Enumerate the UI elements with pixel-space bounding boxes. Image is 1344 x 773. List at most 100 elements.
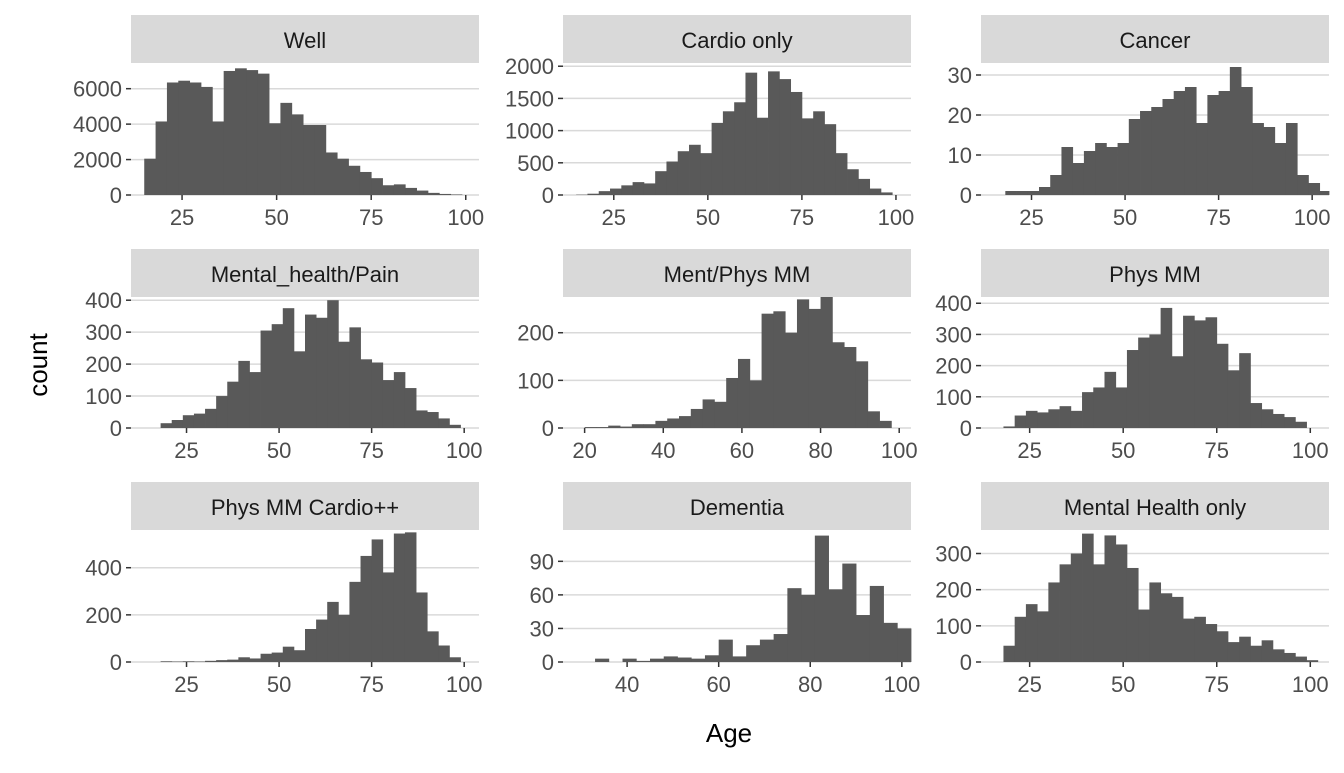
histogram-bar <box>1093 387 1105 428</box>
histogram-bar <box>1003 646 1015 662</box>
histogram-bar <box>644 183 656 195</box>
x-tick-label: 25 <box>1017 438 1041 463</box>
histogram-bar <box>734 102 746 195</box>
x-tick-label: 25 <box>170 205 194 230</box>
y-tick-label: 0 <box>110 416 122 441</box>
histogram-bar <box>1161 308 1173 428</box>
y-tick-label: 10 <box>948 143 972 168</box>
x-tick-label: 50 <box>264 205 288 230</box>
histogram-bar <box>644 424 656 428</box>
histogram-bar <box>361 556 373 662</box>
histogram-bar <box>1039 187 1051 195</box>
histogram-bar <box>283 647 295 662</box>
histogram-bar <box>417 191 429 195</box>
histogram-bar <box>405 388 417 428</box>
y-tick-label: 100 <box>517 368 554 393</box>
histogram-bar <box>1264 127 1276 195</box>
facet-strip-label: Ment/Phys MM <box>664 262 811 287</box>
x-tick-label: 80 <box>808 438 832 463</box>
histogram-bar <box>394 534 406 662</box>
x-tick-label: 25 <box>174 438 198 463</box>
histogram-bar <box>1320 191 1330 195</box>
histogram-bar <box>283 308 295 428</box>
histogram-bar <box>880 421 892 428</box>
histogram-bar <box>238 657 250 662</box>
histogram-bar <box>1149 334 1161 428</box>
histogram-bar <box>844 347 856 428</box>
histogram-bar <box>227 382 239 428</box>
histogram-bar <box>829 589 843 662</box>
y-tick-label: 0 <box>542 650 554 675</box>
histogram-bar <box>316 318 328 428</box>
histogram-bar <box>361 359 373 428</box>
histogram-bar <box>1284 653 1296 662</box>
histogram-bar <box>1061 147 1073 195</box>
histogram-bar <box>1295 657 1307 662</box>
histogram-bar <box>224 71 236 195</box>
histogram-bar <box>167 82 179 195</box>
histogram-bar <box>1093 564 1105 662</box>
histogram-bar <box>156 121 168 195</box>
histogram-bar <box>897 628 911 662</box>
histogram-bar <box>797 299 809 428</box>
histogram-bar <box>1228 370 1240 428</box>
histogram-bar <box>1048 409 1060 428</box>
histogram-bar <box>689 145 701 195</box>
histogram-bar <box>316 620 328 662</box>
histogram-bar <box>1084 151 1096 195</box>
histogram-bar <box>194 414 206 428</box>
x-tick-label: 25 <box>1019 205 1043 230</box>
x-tick-label: 60 <box>730 438 754 463</box>
y-tick-label: 0 <box>960 183 972 208</box>
histogram-bar <box>623 659 637 662</box>
y-tick-label: 400 <box>935 291 972 316</box>
histogram-bar <box>714 402 726 428</box>
histogram-bar <box>326 152 338 195</box>
histogram-bar <box>272 324 284 428</box>
histogram-bar <box>1127 568 1139 662</box>
histogram-bar <box>870 189 882 195</box>
histogram-bar <box>394 184 406 195</box>
histogram-bar <box>762 314 774 428</box>
x-tick-label: 25 <box>1017 672 1041 697</box>
histogram-bar <box>785 333 797 428</box>
histogram-bar <box>1241 87 1253 195</box>
histogram-bar <box>768 71 780 195</box>
y-tick-label: 500 <box>517 151 554 176</box>
histogram-bar <box>451 194 463 195</box>
histogram-bar <box>585 427 597 428</box>
histogram-bar <box>280 103 292 195</box>
y-tick-label: 400 <box>85 556 122 581</box>
facet-strip-label: Phys MM Cardio++ <box>211 495 399 520</box>
histogram-bar <box>178 81 190 195</box>
histogram-bar <box>815 536 829 662</box>
histogram-bar <box>349 582 361 662</box>
histogram-bar <box>383 380 395 428</box>
x-tick-label: 75 <box>1206 205 1230 230</box>
histogram-bar <box>1174 91 1186 195</box>
x-tick-label: 100 <box>1292 438 1329 463</box>
histogram-bar <box>610 189 622 195</box>
histogram-bar <box>1217 344 1229 428</box>
y-tick-label: 0 <box>110 183 122 208</box>
histogram-bar <box>1250 403 1262 428</box>
histogram-bar <box>1207 95 1219 195</box>
histogram-bar <box>205 409 217 428</box>
histogram-bar <box>1129 119 1141 195</box>
y-tick-label: 0 <box>110 650 122 675</box>
histogram-bar <box>1138 610 1150 662</box>
histogram-bar <box>383 185 395 195</box>
histogram-bar <box>633 182 645 195</box>
histogram-bar <box>1060 406 1072 428</box>
histogram-bar <box>1071 554 1083 662</box>
histogram-bar <box>774 634 788 662</box>
y-tick-label: 90 <box>530 549 554 574</box>
histogram-bar <box>1106 147 1118 195</box>
y-tick-label: 200 <box>935 354 972 379</box>
x-tick-label: 25 <box>602 205 626 230</box>
histogram-bar <box>801 595 815 662</box>
